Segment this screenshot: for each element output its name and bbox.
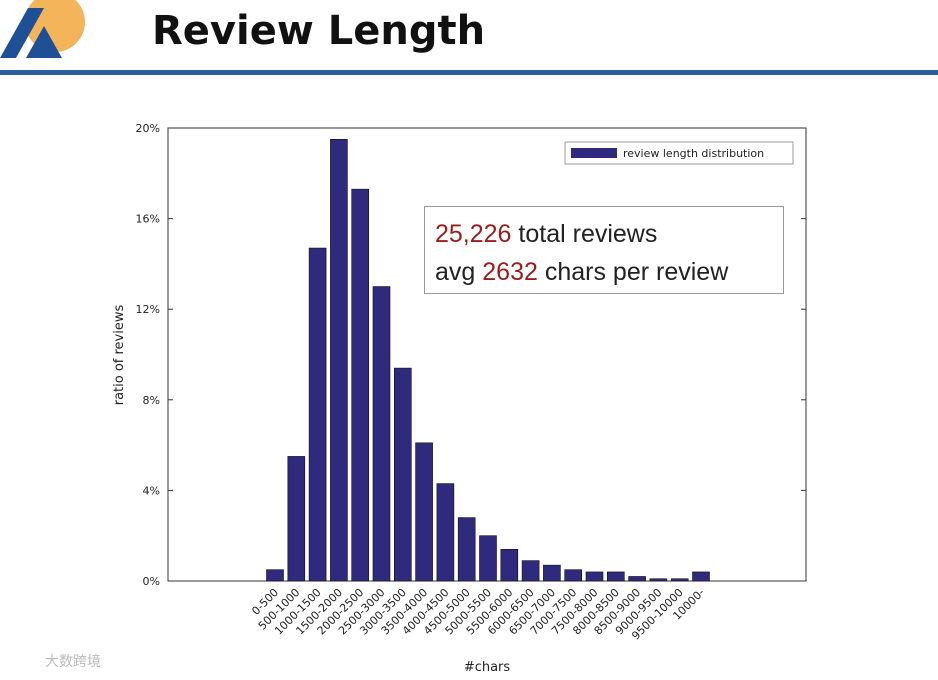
bar: [628, 576, 646, 582]
bar: [500, 548, 519, 582]
y-tick-label: 0%: [143, 575, 160, 588]
bar: [543, 564, 561, 582]
annotation-highlight: 2632: [482, 258, 538, 286]
x-axis-label: #chars: [464, 660, 511, 675]
annotation-line: 25,226 total reviews: [435, 215, 783, 253]
annotation-highlight: 25,226: [435, 220, 512, 248]
annotation-box: 25,226 total reviews avg 2632 chars per …: [424, 206, 784, 294]
y-tick-label: 12%: [136, 303, 160, 316]
y-tick-label: 16%: [136, 213, 160, 226]
bar: [457, 517, 476, 582]
bar: [692, 571, 710, 582]
legend-frame: [564, 141, 794, 165]
bar: [351, 188, 370, 582]
bar: [436, 483, 455, 582]
bar: [308, 247, 327, 582]
annotation-after: chars per review: [544, 258, 729, 286]
logo: [26, 26, 62, 58]
bar: [479, 535, 497, 582]
bar: [266, 569, 284, 582]
bar: [287, 456, 306, 582]
y-tick-label: 4%: [143, 484, 160, 497]
annotation-line: avg 2632 chars per review: [435, 253, 783, 291]
bar: [393, 367, 412, 582]
bar: [585, 571, 604, 582]
y-axis-label: ratio of reviews: [112, 305, 127, 406]
bar: [415, 442, 433, 582]
header-rule: [0, 70, 938, 75]
bar: [564, 569, 583, 582]
plot-frame: [167, 127, 807, 582]
bar: [649, 578, 668, 582]
slide-title: Review Length: [152, 8, 485, 54]
legend-swatch: [571, 148, 617, 158]
logo: [0, 8, 44, 58]
bar: [372, 286, 391, 582]
legend-label: review length distribution: [623, 147, 764, 160]
annotation-before: avg: [435, 258, 476, 286]
bar: [606, 571, 625, 582]
annotation-after: total reviews: [518, 220, 658, 248]
bar: [330, 139, 348, 582]
bar: [670, 578, 689, 582]
y-tick-label: 8%: [143, 394, 160, 407]
watermark: 大数跨境: [45, 654, 101, 670]
bar: [521, 560, 540, 582]
y-tick-label: 20%: [136, 122, 160, 135]
